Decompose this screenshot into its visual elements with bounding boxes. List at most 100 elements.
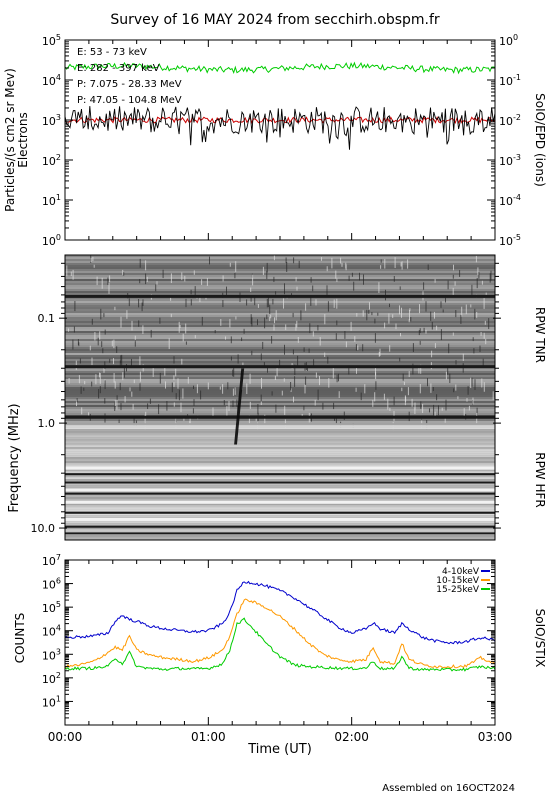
spectrogram-speckle xyxy=(199,296,201,303)
spectrogram-speckle xyxy=(267,367,268,373)
spectrogram-speckle xyxy=(434,411,436,419)
spectrogram-interference-line xyxy=(65,473,495,476)
spectrogram-speckle xyxy=(104,329,106,335)
spectrogram-speckle xyxy=(150,329,152,338)
spectrogram-speckle xyxy=(485,338,487,345)
spectrogram-speckle xyxy=(223,400,225,406)
epd-series-line xyxy=(64,61,496,75)
spectrogram-speckle xyxy=(97,337,99,346)
spectrogram-speckle xyxy=(122,372,124,381)
spectrogram-speckle xyxy=(200,390,202,400)
stix-ylabel: COUNTS xyxy=(13,613,27,664)
spectrogram-row xyxy=(65,453,495,456)
spectrogram-speckle xyxy=(427,378,428,387)
spectrogram-speckle xyxy=(294,364,296,375)
spectrogram-speckle xyxy=(402,373,404,381)
rpw-axes: 0.1 1.0 10.0 xyxy=(31,262,501,535)
spectrogram-row xyxy=(65,477,495,480)
spectrogram-speckle xyxy=(366,309,368,321)
spectrogram-speckle xyxy=(459,270,461,277)
rpw-spectrogram xyxy=(65,255,495,540)
spectrogram-row xyxy=(65,437,495,440)
spectrogram-speckle xyxy=(335,418,337,425)
spectrogram-speckle xyxy=(269,304,271,314)
spectrogram-row xyxy=(65,293,495,295)
spectrogram-row xyxy=(65,323,495,325)
spectrogram-row xyxy=(65,507,495,510)
spectrogram-speckle xyxy=(175,393,177,400)
spectrogram-speckle xyxy=(414,402,416,410)
spectrogram-speckle xyxy=(133,416,135,427)
epd-ytick-label-right: 10-2 xyxy=(499,113,521,128)
spectrogram-row xyxy=(65,429,495,432)
spectrogram-speckle xyxy=(470,377,472,388)
spectrogram-row xyxy=(65,325,495,327)
footer-assembled: Assembled on 16OCT2024 xyxy=(382,783,515,794)
spectrogram-row xyxy=(65,407,495,409)
spectrogram-speckle xyxy=(479,345,481,353)
spectrogram-bright-line xyxy=(65,500,495,504)
spectrogram-speckle xyxy=(257,304,259,308)
spectrogram-speckle xyxy=(310,277,312,283)
stix-series-group xyxy=(65,580,495,672)
spectrogram-speckle xyxy=(303,405,305,411)
spectrogram-speckle xyxy=(193,385,194,389)
spectrogram-speckle xyxy=(109,275,111,283)
spectrogram-speckle xyxy=(407,387,409,396)
spectrogram-speckle xyxy=(183,417,185,421)
spectrogram-speckle xyxy=(177,378,179,389)
spectrogram-speckle xyxy=(297,337,299,343)
rpw-band-hfr: RPW HFR xyxy=(533,452,547,508)
spectrogram-speckle xyxy=(275,404,277,413)
spectrogram-speckle xyxy=(423,327,425,333)
spectrogram-speckle xyxy=(356,367,357,374)
spectrogram-row xyxy=(65,381,495,383)
spectrogram-row xyxy=(65,441,495,444)
spectrogram-speckle xyxy=(92,256,94,262)
spectrogram-speckle xyxy=(355,387,357,392)
spectrogram-speckle xyxy=(327,301,329,312)
spectrogram-speckle xyxy=(341,262,343,267)
spectrogram-speckle xyxy=(476,407,478,416)
spectrogram-speckle xyxy=(68,328,69,332)
spectrogram-speckle xyxy=(80,386,82,394)
spectrogram-speckle xyxy=(296,286,298,291)
spectrogram-speckle xyxy=(194,286,196,296)
spectrogram-speckle xyxy=(477,267,479,276)
spectrogram-speckle xyxy=(207,382,209,390)
spectrogram-speckle xyxy=(133,379,135,384)
spectrogram-speckle xyxy=(222,275,224,282)
spectrogram-row xyxy=(65,267,495,269)
spectrogram-row xyxy=(65,433,495,436)
spectrogram-speckle xyxy=(295,277,297,282)
spectrogram-speckle xyxy=(375,372,377,380)
spectrogram-speckle xyxy=(78,375,80,384)
spectrogram-speckle xyxy=(232,388,234,396)
spectrogram-row xyxy=(65,421,495,423)
spectrogram-row xyxy=(65,351,495,353)
spectrogram-speckle xyxy=(350,321,352,331)
rpw-frame xyxy=(64,254,496,541)
spectrogram-speckle xyxy=(488,318,490,330)
stix-ytick-label: 106 xyxy=(42,577,61,592)
spectrogram-speckle xyxy=(422,404,424,413)
spectrogram-speckle xyxy=(483,382,485,392)
spectrogram-speckle xyxy=(284,405,286,416)
spectrogram-bright-line xyxy=(65,466,495,470)
spectrogram-speckle xyxy=(76,399,77,407)
spectrogram-speckle xyxy=(114,381,116,389)
spectrogram-speckle xyxy=(419,384,421,394)
spectrogram-speckle xyxy=(134,339,136,347)
spectrogram-row xyxy=(65,317,495,319)
spectrogram-speckle xyxy=(113,358,114,365)
spectrogram-speckle xyxy=(340,257,342,264)
spectrogram-row xyxy=(65,455,495,458)
spectrogram-speckle xyxy=(380,265,382,269)
spectrogram-speckle xyxy=(408,319,410,323)
spectrogram-speckle xyxy=(159,372,161,384)
epd-ytick-label-right: 10-1 xyxy=(499,73,521,88)
spectrogram-speckle xyxy=(89,345,91,351)
spectrogram-speckle xyxy=(466,398,468,402)
spectrogram-speckle xyxy=(123,367,125,378)
spectrogram-interference-line xyxy=(65,294,495,298)
